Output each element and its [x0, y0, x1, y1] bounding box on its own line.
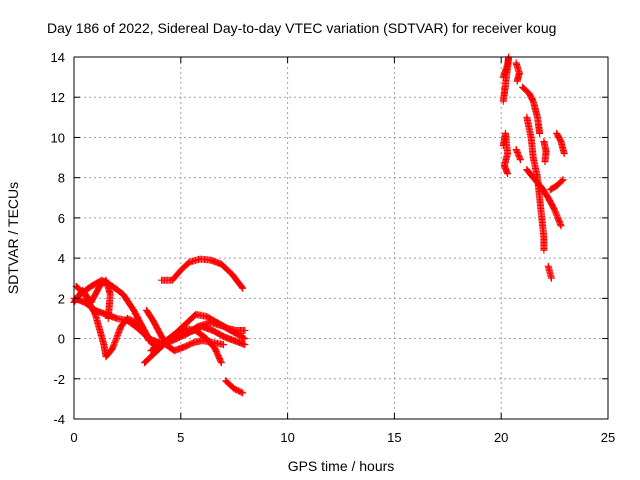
x-tick-label: 10 [280, 430, 294, 445]
series-marks [546, 176, 567, 194]
y-tick-label: 8 [58, 171, 65, 186]
series-s19 [540, 138, 550, 166]
series-s15 [512, 146, 524, 164]
y-tick-label: 12 [51, 90, 65, 105]
x-tick-label: 0 [70, 430, 77, 445]
x-tick-label: 25 [601, 430, 615, 445]
series-s11 [222, 377, 247, 397]
series-marks [155, 319, 249, 349]
y-tick-label: 6 [58, 211, 65, 226]
y-tick-label: 4 [58, 251, 65, 266]
y-tick-label: 10 [51, 130, 65, 145]
x-tick-label: 15 [387, 430, 401, 445]
series-s13 [499, 129, 512, 178]
series-marks [540, 138, 550, 166]
series-s10 [158, 255, 247, 292]
x-axis-label: GPS time / hours [288, 458, 395, 474]
series-marks [523, 113, 548, 254]
series-s18 [523, 166, 565, 230]
series-marks [512, 59, 523, 85]
grid-lines [74, 57, 608, 419]
y-tick-label: 2 [58, 291, 65, 306]
axis-ticks: 0 5 10 15 20 25 -4 -2 0 2 4 6 8 10 12 14 [51, 50, 616, 445]
y-tick-label: 0 [58, 332, 65, 347]
series-marks [158, 255, 247, 292]
series-s4 [76, 276, 163, 353]
series-marks [519, 83, 544, 137]
series-marks [553, 129, 568, 157]
series-marks [76, 276, 163, 353]
series-s14 [512, 59, 523, 85]
plot-frame [73, 56, 609, 420]
y-tick-label: -2 [53, 372, 65, 387]
x-tick-label: 20 [494, 430, 508, 445]
series-s17 [523, 113, 548, 254]
series-s16 [519, 83, 544, 137]
series-marks [499, 129, 512, 178]
y-tick-label: 14 [51, 50, 65, 65]
series-marks [512, 146, 524, 164]
series-s20 [544, 262, 555, 282]
chart-title: Day 186 of 2022, Sidereal Day-to-day VTE… [47, 20, 556, 36]
series-s21 [546, 176, 567, 194]
series-s22 [553, 129, 568, 157]
series-marks [544, 262, 555, 282]
y-axis-label: SDTVAR / TECUs [5, 182, 21, 294]
series-s6 [143, 306, 227, 355]
series-marks [143, 306, 227, 355]
series-marks [523, 166, 565, 230]
y-tick-label: -4 [53, 412, 65, 427]
series-marks [222, 377, 247, 397]
series-s9 [155, 319, 249, 349]
x-tick-label: 5 [177, 430, 184, 445]
